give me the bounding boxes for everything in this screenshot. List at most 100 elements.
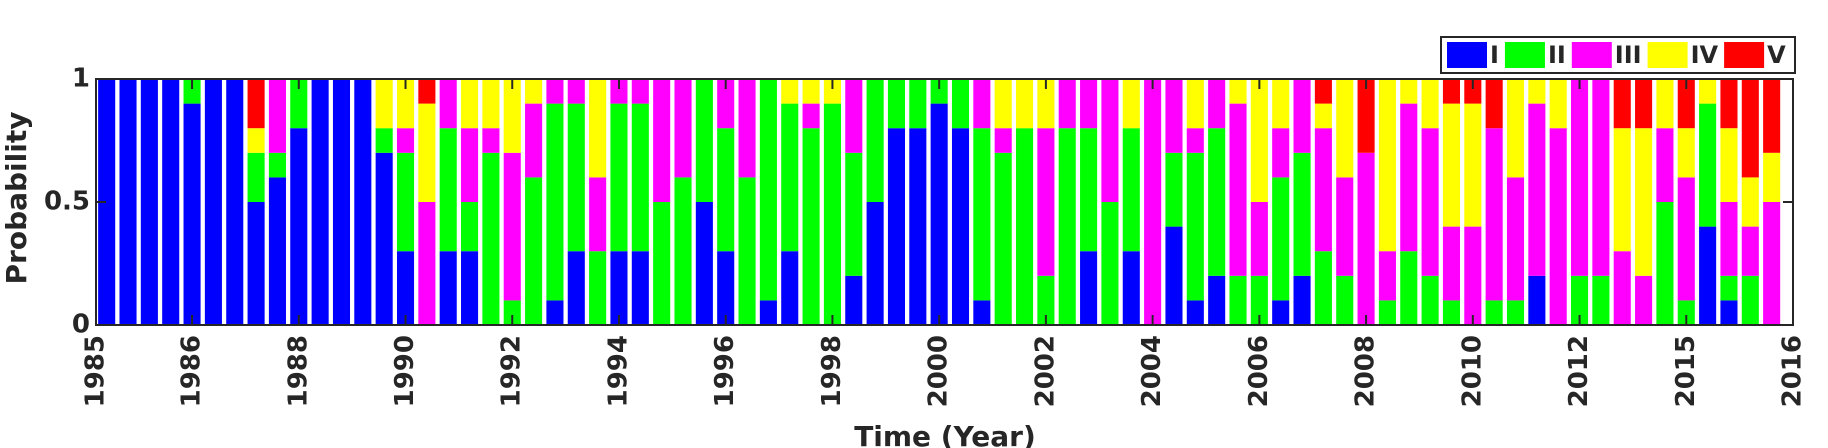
legend-swatch [1724, 42, 1765, 68]
bar-segment [439, 128, 457, 252]
bar-segment [1506, 177, 1525, 301]
bar-segment [1165, 79, 1183, 153]
bar-segment [1656, 79, 1674, 129]
x-tick-label: 2010 [1457, 335, 1487, 407]
bar-segment [439, 79, 457, 129]
legend-swatch [1571, 42, 1612, 68]
bar-segment [653, 79, 671, 202]
bar-segment [1229, 79, 1247, 104]
bar-segment [1421, 128, 1439, 276]
bar-segment [1442, 79, 1461, 104]
bar-segment [1208, 79, 1226, 129]
bar-segment [1314, 128, 1332, 252]
bar-segment [1016, 79, 1034, 129]
bar-segment [1186, 300, 1204, 325]
bar-segment [866, 202, 884, 325]
bar-segment [311, 79, 329, 325]
bar-segment [418, 79, 436, 104]
bar-segment [1400, 251, 1418, 325]
bar-segment [802, 103, 820, 129]
legend-swatch [1504, 42, 1545, 68]
bar-segment [1528, 79, 1546, 104]
bar-segment [396, 79, 415, 129]
bar-segment [162, 79, 180, 325]
bar-segment [1699, 226, 1717, 325]
bar-segment [247, 202, 265, 325]
bar-segment [866, 79, 884, 202]
bar-segment [1571, 79, 1589, 276]
bar-segment [1080, 251, 1098, 325]
legend-swatch [1447, 42, 1487, 68]
bar-segment [1699, 79, 1717, 104]
bar-segment [1314, 251, 1332, 325]
bar-segment [1122, 128, 1140, 252]
bar-segment [1442, 103, 1461, 227]
y-axis-label: Probability [0, 112, 33, 285]
bar-segment [1293, 275, 1311, 325]
bar-segment [1400, 79, 1418, 104]
bar-segment [1250, 79, 1268, 202]
bar-segment [1357, 79, 1375, 153]
bar-segment [1378, 300, 1396, 325]
bar-segment [1720, 300, 1738, 325]
bar-segment [653, 202, 671, 325]
bar-segment [1464, 226, 1482, 325]
bar-segment [1485, 128, 1503, 301]
bar-segment [332, 79, 351, 325]
bar-segment [1549, 79, 1567, 129]
bar-segment [140, 79, 158, 325]
bar-segment [482, 128, 500, 153]
bar-segment [503, 79, 521, 153]
x-tick-label: 2006 [1244, 335, 1274, 407]
bar-segment [759, 79, 777, 301]
bar-segment [1613, 251, 1631, 325]
bar-segment [994, 79, 1012, 129]
bar-segment [1571, 275, 1589, 325]
bar-segment [909, 128, 927, 325]
bar-segment [525, 79, 543, 104]
bar-segment [183, 103, 201, 325]
bar-segment [1549, 128, 1567, 325]
x-tick-label: 2012 [1564, 335, 1594, 407]
bar-segment [1314, 79, 1332, 104]
bar-segment [418, 202, 436, 325]
bar-segment [610, 79, 628, 104]
bar-segment [802, 128, 820, 325]
bar-segment [290, 79, 308, 129]
bar-segment [994, 152, 1012, 325]
bar-segment [396, 128, 415, 153]
bar-segment [1677, 128, 1695, 178]
bar-segment [461, 202, 479, 252]
bar-segment [781, 251, 799, 325]
bar-segment [738, 177, 756, 325]
bar-segment [1741, 275, 1759, 325]
x-tick-label: 1990 [390, 335, 420, 407]
bar-segment [375, 128, 393, 153]
bar-segment [525, 177, 543, 325]
bar-segment [781, 103, 799, 252]
bar-segment [717, 128, 735, 252]
legend-swatch [1647, 42, 1688, 68]
bar-segment [759, 300, 777, 325]
bar-segment [1421, 79, 1439, 129]
x-tick-label: 2004 [1137, 335, 1167, 407]
bar-segment [1741, 177, 1759, 227]
bar-segment [781, 79, 799, 104]
bar-segment [1165, 152, 1183, 227]
bar-segment [567, 103, 585, 252]
bar-segment [1506, 79, 1525, 178]
legend-label: IV [1691, 41, 1719, 69]
bar-segment [1677, 177, 1695, 301]
bar-segment [247, 79, 265, 129]
bar-segment [1635, 79, 1653, 129]
bar-segment [1037, 79, 1055, 129]
bar-segment [1656, 128, 1674, 202]
bar-segment [1699, 103, 1717, 227]
bar-segment [1677, 79, 1695, 129]
bar-segment [1250, 275, 1268, 325]
bar-segment [567, 79, 585, 104]
bar-segment [1101, 79, 1119, 202]
bar-segment [1101, 202, 1119, 325]
